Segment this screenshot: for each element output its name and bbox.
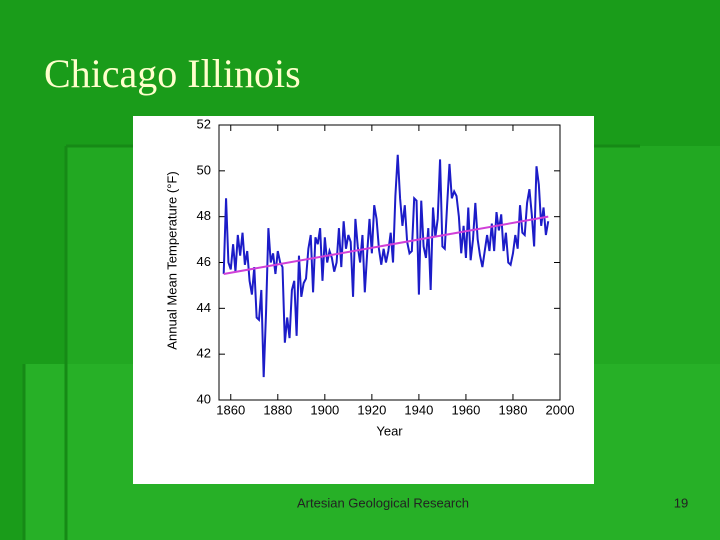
y-tick-label: 44 (197, 300, 211, 315)
x-tick-label: 1920 (357, 402, 386, 417)
x-tick-label: 1860 (216, 402, 245, 417)
y-tick-label: 52 (197, 116, 211, 131)
y-tick-label: 50 (197, 162, 211, 177)
x-tick-label: 1980 (499, 402, 528, 417)
data-line (222, 154, 550, 378)
y-axis-label: Annual Mean Temperature (°F) (164, 171, 179, 349)
x-tick-label: 1880 (263, 402, 292, 417)
y-tick-label: 42 (197, 346, 211, 361)
y-tick-label: 48 (197, 208, 211, 223)
x-tick-label: 1900 (310, 402, 339, 417)
chart-background (133, 116, 594, 484)
x-tick-label: 2000 (546, 402, 575, 417)
trend-line (223, 215, 549, 275)
x-axis-label: Year (376, 423, 403, 438)
x-tick-label: 1940 (404, 402, 433, 417)
x-tick-label: 1960 (451, 402, 480, 417)
page-number: 19 (674, 495, 688, 510)
y-tick-label: 46 (197, 254, 211, 269)
footer: Artesian Geological Research (297, 495, 469, 510)
chart: 40 42 44 46 48 50 52 1860 1880 1900 1920 1940 1960 19… (164, 116, 574, 438)
y-tick-label: 40 (197, 391, 211, 406)
slide-title: Chicago Illinois (44, 51, 301, 96)
